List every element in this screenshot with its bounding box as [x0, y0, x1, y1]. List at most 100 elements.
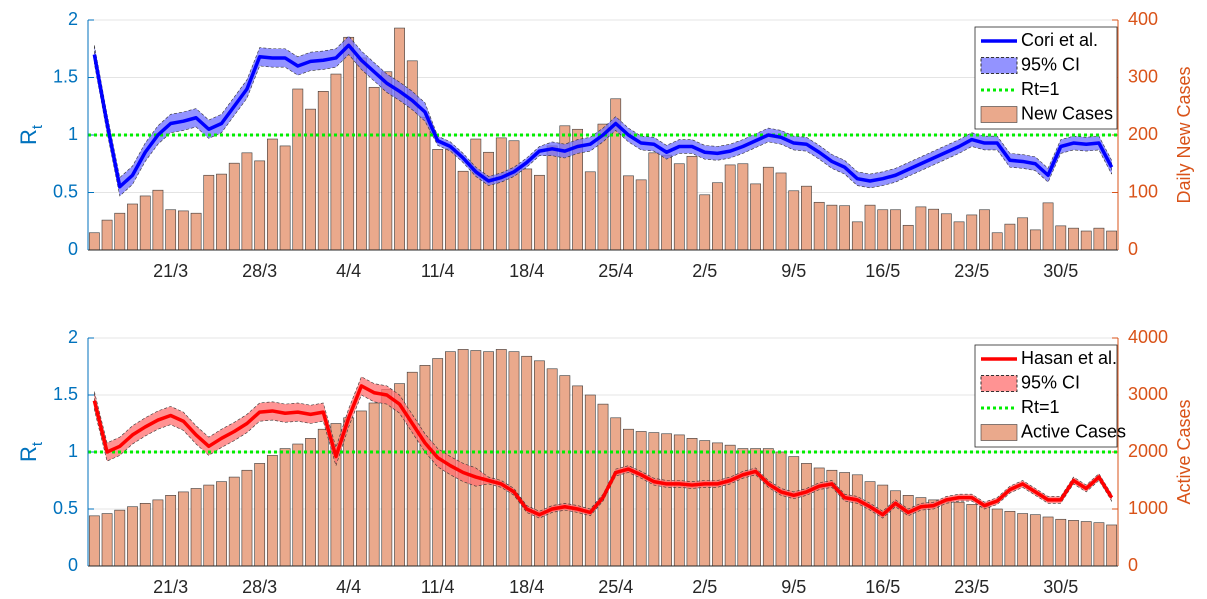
- bar: [839, 472, 850, 567]
- legend-label: 95% CI: [1021, 372, 1080, 392]
- legend-label: New Cases: [1021, 103, 1113, 123]
- x-tick-label: 30/5: [1043, 577, 1078, 597]
- legend-ci: [980, 375, 1018, 392]
- bar: [610, 417, 622, 567]
- bar: [139, 502, 151, 567]
- bar: [317, 91, 329, 251]
- bar: [673, 434, 685, 567]
- bar: [699, 440, 711, 567]
- bar: [686, 438, 698, 567]
- bar: [902, 224, 914, 251]
- bar: [495, 349, 507, 567]
- bar: [1093, 522, 1105, 567]
- bar: [724, 444, 736, 567]
- x-tick-label: 23/5: [954, 577, 989, 597]
- bar: [864, 204, 876, 251]
- bar: [254, 463, 266, 567]
- y2-tick-label: 1000: [1128, 498, 1168, 518]
- bar: [788, 456, 800, 567]
- y-tick-label: 0: [68, 239, 78, 259]
- bar: [877, 209, 889, 251]
- bar: [775, 172, 787, 251]
- x-tick-label: 9/5: [781, 577, 806, 597]
- x-tick-label: 2/5: [692, 261, 717, 281]
- x-tick-label: 9/5: [781, 261, 806, 281]
- bar: [546, 368, 558, 567]
- bar: [559, 375, 571, 567]
- bar: [241, 469, 253, 567]
- y2-tick-label: 200: [1128, 124, 1158, 144]
- bar: [508, 351, 520, 567]
- bar: [88, 515, 100, 567]
- bar: [88, 232, 100, 251]
- legend-label: Hasan et al.: [1021, 348, 1117, 368]
- bar: [241, 152, 253, 251]
- legend-label: 95% CI: [1021, 54, 1080, 74]
- bar: [343, 417, 355, 567]
- bar: [890, 209, 901, 251]
- bar: [597, 403, 609, 567]
- bar: [686, 155, 698, 251]
- bar: [635, 179, 647, 251]
- bar: [762, 166, 774, 251]
- x-tick-label: 16/5: [865, 261, 900, 281]
- bar: [712, 442, 723, 567]
- y-axis-label-sub: t: [29, 124, 46, 129]
- panel: 0 0.5 1 1.5 2 0 1000 2000 3000 4000 21/3 28/3 4/4 11/…: [16, 327, 1194, 597]
- bar: [203, 484, 215, 567]
- bar: [406, 371, 418, 567]
- y-tick-label: 1: [68, 124, 78, 144]
- legend-ci: [980, 57, 1018, 74]
- y-tick-label: 1: [68, 441, 78, 461]
- rt-line: [92, 384, 1114, 517]
- bar: [483, 351, 494, 567]
- bar: [572, 385, 583, 567]
- bar: [432, 149, 444, 251]
- y2-tick-label: 0: [1128, 239, 1138, 259]
- x-tick-label: 23/5: [954, 261, 989, 281]
- bar: [114, 212, 126, 251]
- bar: [750, 183, 761, 251]
- y-tick-label: 2: [68, 327, 78, 347]
- bar: [979, 209, 990, 251]
- legend-label: Active Cases: [1021, 421, 1126, 441]
- bar: [953, 501, 965, 567]
- legend-bar: [980, 424, 1018, 441]
- bar: [991, 232, 1003, 251]
- bar: [1004, 510, 1016, 567]
- bar: [1042, 202, 1054, 251]
- bar: [928, 499, 940, 567]
- bar: [1029, 514, 1041, 567]
- y2-tick-label: 400: [1128, 9, 1158, 29]
- bar: [915, 206, 927, 251]
- bar: [839, 205, 850, 251]
- bar: [483, 151, 494, 251]
- y2-tick-label: 2000: [1128, 441, 1168, 461]
- bar: [292, 443, 304, 567]
- bar: [826, 204, 838, 251]
- bar: [699, 194, 711, 251]
- bar: [546, 145, 558, 251]
- bar: [356, 57, 367, 251]
- bar: [750, 448, 761, 567]
- y-tick-label: 0: [68, 555, 78, 575]
- bar: [712, 182, 723, 251]
- bar: [877, 484, 889, 567]
- y2-tick-label: 300: [1128, 66, 1158, 86]
- bar: [940, 500, 952, 567]
- bar: [661, 433, 672, 567]
- bar: [1106, 230, 1118, 251]
- bar: [228, 162, 240, 251]
- bar: [470, 350, 482, 567]
- bar: [521, 355, 533, 567]
- x-tick-label: 18/4: [509, 261, 544, 281]
- bar: [457, 170, 469, 251]
- bar: [216, 173, 227, 251]
- bar: [368, 402, 380, 567]
- bar: [305, 108, 316, 251]
- bar: [254, 160, 266, 251]
- bar: [190, 212, 202, 251]
- y-tick-label: 1.5: [53, 66, 78, 86]
- bar: [317, 428, 329, 567]
